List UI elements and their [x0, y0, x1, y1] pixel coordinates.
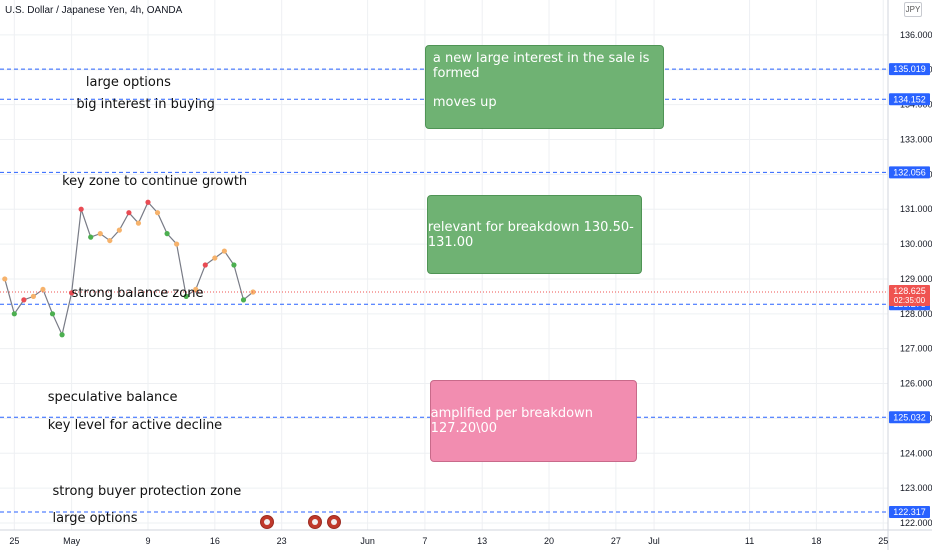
- x-tick-label: 25: [878, 536, 888, 546]
- price-point: [145, 199, 151, 205]
- x-tick-label: 13: [477, 536, 487, 546]
- price-point: [59, 332, 65, 338]
- level-tag: [889, 166, 930, 179]
- y-tick-label: 127.000: [900, 344, 932, 354]
- price-point: [40, 286, 46, 293]
- countdown-label: 02:35:00: [894, 296, 926, 305]
- y-tick-label: 136.000: [900, 30, 932, 40]
- x-tick-label: May: [63, 536, 81, 546]
- x-tick-label: Jun: [360, 536, 375, 546]
- chart-title: U.S. Dollar / Japanese Yen, 4h, OANDA: [5, 5, 183, 16]
- current-price-label: 128.625: [893, 286, 926, 296]
- level-label: 134.152: [893, 94, 926, 104]
- x-tick-label: 11: [745, 536, 754, 546]
- price-point: [97, 231, 103, 237]
- price-point: [193, 286, 199, 293]
- x-tick-label: 7: [422, 536, 427, 546]
- annotation-box[interactable]: amplified per breakdown 127.20\00: [429, 380, 637, 463]
- y-tick-label: 133.000: [900, 134, 932, 144]
- price-point: [49, 311, 56, 317]
- annotation-text: key level for active decline: [47, 418, 223, 434]
- price-point: [154, 210, 161, 216]
- level-label: 125.032: [893, 412, 926, 422]
- annotation-box[interactable]: relevant for breakdown 130.50-131.00: [426, 195, 642, 274]
- level-label: 135.019: [893, 64, 926, 74]
- us-flag-event-icon[interactable]: [260, 515, 275, 529]
- level-tag: [889, 63, 930, 76]
- x-tick-label: 18: [811, 536, 821, 546]
- price-point: [21, 297, 27, 303]
- us-flag-event-icon[interactable]: [308, 515, 323, 529]
- price-point: [135, 220, 142, 226]
- price-point: [202, 262, 208, 268]
- price-point: [212, 255, 218, 261]
- price-point: [164, 231, 170, 237]
- level-tag: [889, 411, 930, 424]
- y-tick-label: 126.000: [900, 379, 932, 389]
- annotation-text: large options: [85, 74, 171, 90]
- price-point: [174, 241, 180, 247]
- price-point: [88, 234, 94, 240]
- price-point: [11, 311, 17, 317]
- x-tick-label: 16: [210, 536, 220, 546]
- box-text: moves up: [432, 95, 497, 111]
- currency-tag[interactable]: JPY: [904, 2, 922, 17]
- y-tick-label: 130.000: [900, 239, 932, 249]
- x-tick-label: 27: [611, 536, 621, 546]
- x-tick-label: 25: [9, 536, 19, 546]
- annotation-text: speculative balance: [47, 390, 178, 406]
- x-tick-label: 9: [145, 536, 150, 546]
- y-tick-label: 124.000: [900, 448, 932, 458]
- price-point: [250, 289, 256, 295]
- price-point: [107, 237, 113, 244]
- price-point: [78, 206, 84, 212]
- level-tag: [889, 505, 930, 518]
- y-tick-label: 129.000: [900, 274, 932, 284]
- annotation-text: strong buyer protection zone: [52, 484, 242, 500]
- x-tick-label: Jul: [648, 536, 660, 546]
- price-point: [116, 227, 122, 233]
- level-label: 122.317: [893, 507, 926, 517]
- price-point: [2, 276, 8, 282]
- y-tick-label: 123.000: [900, 483, 932, 493]
- us-flag-event-icon[interactable]: [327, 515, 342, 529]
- annotation-text: big interest in buying: [76, 97, 215, 113]
- level-tag: [889, 93, 930, 106]
- annotation-text: large options: [52, 510, 138, 526]
- price-point: [221, 248, 227, 254]
- annotation-box[interactable]: a new large interest in the sale is form…: [424, 45, 664, 129]
- price-point: [183, 293, 189, 299]
- x-tick-label: 23: [277, 536, 287, 546]
- price-point: [240, 297, 247, 303]
- box-text: relevant for breakdown 130.50-131.00: [427, 219, 634, 250]
- y-tick-label: 122.000: [900, 518, 932, 528]
- x-tick-label: 20: [544, 536, 554, 546]
- price-point: [126, 210, 132, 216]
- annotation-text: strong balance zone: [71, 285, 204, 301]
- price-point: [30, 293, 37, 299]
- y-tick-label: 128.000: [900, 309, 932, 319]
- y-tick-label: 131.000: [900, 204, 932, 214]
- current-price-tag: [889, 285, 930, 307]
- level-label: 132.056: [893, 167, 926, 177]
- annotation-text: key zone to continue growth: [62, 174, 248, 190]
- box-text: a new large interest in the sale is form…: [432, 51, 650, 82]
- box-text: amplified per breakdown 127.20\00: [430, 406, 593, 437]
- price-point: [231, 262, 237, 268]
- price-line: [4, 201, 254, 337]
